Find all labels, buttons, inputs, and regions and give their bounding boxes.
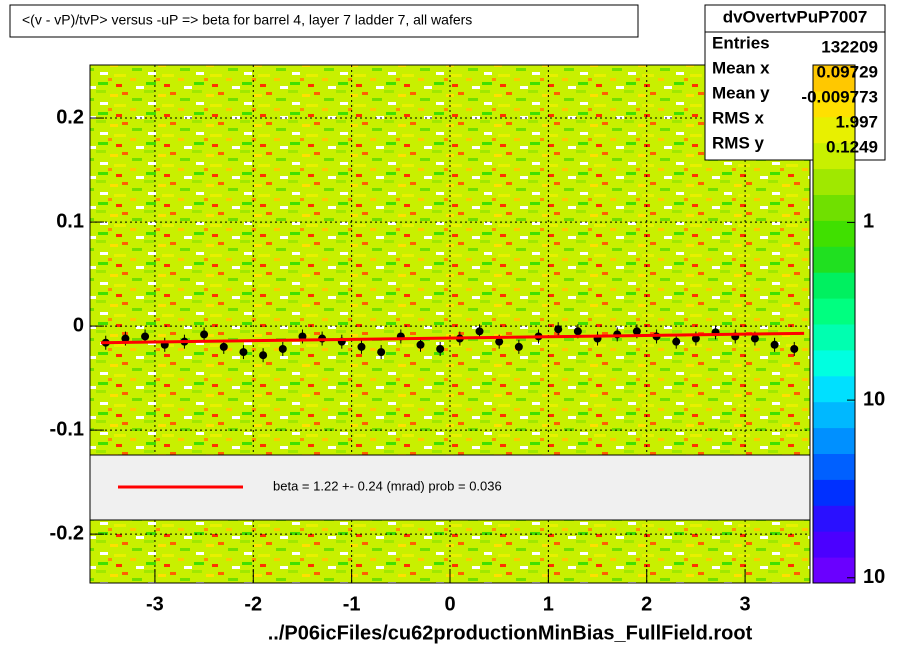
profile-point <box>259 351 268 360</box>
profile-point <box>200 330 209 339</box>
profile-point <box>573 327 582 336</box>
profile-point <box>750 334 759 343</box>
z-tick-label: 10 <box>863 388 885 410</box>
stats-value: -0.009773 <box>801 87 878 106</box>
profile-point <box>278 344 287 353</box>
palette-swatch <box>813 557 855 584</box>
palette-swatch <box>813 427 855 454</box>
profile-point <box>554 325 563 334</box>
profile-point <box>495 337 504 346</box>
x-axis-label: ../P06icFiles/cu62productionMinBias_Full… <box>268 622 753 644</box>
stats-value: 1.997 <box>835 112 878 131</box>
stats-title: dvOvertvPuP7007 <box>723 7 868 26</box>
profile-point <box>219 342 228 351</box>
profile-point <box>475 327 484 336</box>
x-tick-label: -3 <box>146 593 164 615</box>
fit-legend-text: beta = 1.22 +- 0.24 (mrad) prob = 0.036 <box>273 478 502 493</box>
profile-point <box>416 340 425 349</box>
x-tick-label: 1 <box>543 593 554 615</box>
y-tick-label: 0.2 <box>56 106 84 128</box>
profile-point <box>691 334 700 343</box>
x-tick-label: 2 <box>641 593 652 615</box>
profile-point <box>141 332 150 341</box>
palette-swatch <box>813 401 855 429</box>
z-tick-label: 1 <box>863 211 874 233</box>
profile-point <box>239 348 248 357</box>
palette-swatch <box>813 453 855 480</box>
palette-swatch <box>813 375 855 403</box>
profile-point <box>514 342 523 351</box>
palette-swatch <box>813 324 855 351</box>
stats-label: RMS x <box>712 108 765 127</box>
profile-point <box>298 332 307 341</box>
profile-point <box>436 344 445 353</box>
palette-swatch <box>813 479 855 506</box>
y-tick-label: -0.2 <box>50 522 84 544</box>
y-tick-label: 0.1 <box>56 210 84 232</box>
stats-label: RMS y <box>712 133 765 152</box>
stats-label: Entries <box>712 33 770 52</box>
profile-point <box>672 337 681 346</box>
palette-swatch <box>813 272 855 299</box>
stats-value: 132209 <box>821 37 878 56</box>
palette-swatch <box>813 116 855 144</box>
palette-swatch <box>813 194 855 221</box>
palette-swatch <box>813 246 855 273</box>
palette-swatch <box>813 142 855 170</box>
x-tick-label: 3 <box>740 593 751 615</box>
color-bar-frame <box>812 64 856 584</box>
palette-swatch <box>813 531 855 558</box>
stats-label: Mean x <box>712 58 770 77</box>
fit-line <box>100 331 805 345</box>
profile-point <box>377 348 386 357</box>
palette-swatch <box>813 220 855 247</box>
z-tick-label: 10 <box>863 566 885 588</box>
stats-label: Mean y <box>712 83 770 102</box>
profile-point <box>790 344 799 353</box>
palette-swatch <box>813 298 855 325</box>
x-tick-label: 0 <box>444 593 455 615</box>
y-tick-label: 0 <box>73 314 84 336</box>
profile-point <box>357 342 366 351</box>
palette-swatch <box>813 168 855 195</box>
chart-title: <(v - vP)/tvP> versus -uP => beta for ba… <box>22 12 472 28</box>
x-tick-label: -1 <box>343 593 361 615</box>
palette-swatch <box>813 65 855 92</box>
profile-point <box>121 334 130 343</box>
palette-swatch <box>813 349 855 377</box>
profile-point <box>632 327 641 336</box>
y-tick-label: -0.1 <box>50 418 84 440</box>
palette-swatch <box>813 90 855 118</box>
stats-value: 0.1249 <box>826 137 878 156</box>
palette-swatch <box>813 505 855 532</box>
stats-value: 0.09729 <box>817 62 878 81</box>
x-tick-label: -2 <box>244 593 262 615</box>
title-box <box>9 4 639 38</box>
profile-point <box>770 340 779 349</box>
